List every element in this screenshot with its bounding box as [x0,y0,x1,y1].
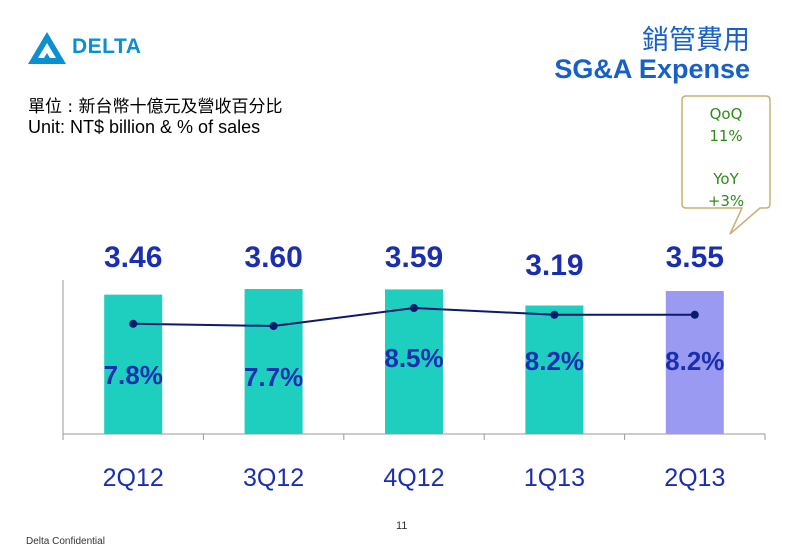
logo-text: DELTA [72,35,142,58]
bar-series [104,289,724,434]
percent-label-1Q13: 8.2% [525,346,584,376]
unit-label-zh: 單位 : 新台幣十億元及營收百分比 [28,97,283,117]
category-label-4Q12: 4Q12 [383,464,444,492]
value-label-1Q13: 3.19 [525,249,583,282]
page-title-en: SG&A Expense [554,54,750,84]
delta-logo [28,32,66,64]
bar-1Q13 [525,305,584,434]
category-label-3Q12: 3Q12 [243,464,304,492]
qoq-label: QoQ [709,105,743,123]
unit-label-en: Unit: NT$ billion & % of sales [28,117,261,137]
growth-callout [681,95,771,235]
value-label-2Q12: 3.46 [104,241,162,274]
bar-4Q12 [385,289,443,434]
yoy-label: YoY [713,170,739,188]
confidential-note: Delta Confidential [26,536,105,547]
category-label-2Q12: 2Q12 [103,464,164,492]
percent-point-4Q12 [410,304,418,312]
page-number: 11 [396,520,408,532]
percent-label-2Q12: 7.8% [104,360,163,390]
percent-line-series [129,304,699,330]
yoy-value: +3% [707,192,745,210]
value-label-4Q12: 3.59 [385,241,443,274]
bar-3Q12 [244,289,303,434]
percent-point-2Q12 [129,319,138,328]
percent-label-4Q12: 8.5% [384,343,443,373]
value-label-3Q12: 3.60 [244,241,302,274]
percent-point-2Q13 [690,310,699,319]
value-label-2Q13: 3.55 [666,241,724,274]
percent-label-2Q13: 8.2% [665,346,724,376]
chart-labels: 3.46 7.8% 2Q12 3.60 7.7% 3Q12 3.59 8.5% 4Q12 3.19… [103,241,726,492]
percent-label-3Q12: 7.7% [244,362,303,392]
category-label-1Q13: 1Q13 [524,464,585,492]
page-title-zh: 銷管費用 [642,25,750,56]
bar-2Q12 [104,294,163,434]
qoq-value: 11% [709,127,743,145]
percent-point-3Q12 [269,322,278,330]
category-label-2Q13: 2Q13 [664,464,725,492]
percent-point-1Q13 [550,310,559,319]
